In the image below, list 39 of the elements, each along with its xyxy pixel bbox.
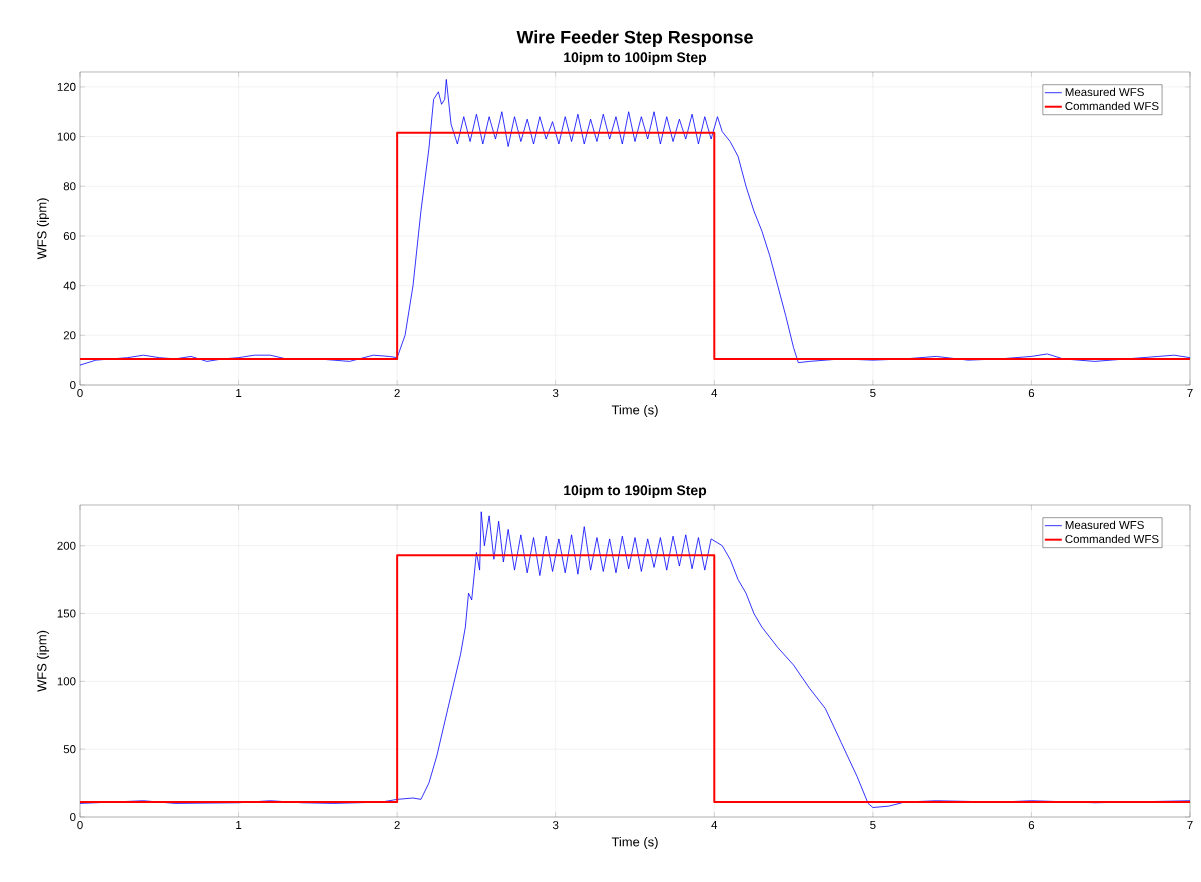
y-tick-label: 0 <box>70 380 76 390</box>
chart-title: Wire Feeder Step Response <box>516 30 753 47</box>
y-tick-label: 0 <box>70 812 76 822</box>
y-tick-label: 100 <box>57 677 76 686</box>
x-tick-label: 5 <box>870 389 876 397</box>
x-tick-label: 6 <box>1028 821 1035 830</box>
x-tick-label: 7 <box>1187 821 1193 829</box>
x-tick-label: 2 <box>394 389 400 398</box>
legend-label: Measured WFS <box>1065 520 1144 530</box>
x-tick-label: 2 <box>394 821 400 830</box>
legend-label: Measured WFS <box>1065 87 1144 97</box>
x-tick-label: 3 <box>552 389 559 398</box>
y-tick-label: 20 <box>63 331 76 340</box>
y-tick-label: 150 <box>57 609 76 618</box>
legend-label: Commanded WFS <box>1065 101 1159 111</box>
chart-title: 10ipm to 190ipm Step <box>564 485 707 498</box>
y-axis-title: WFS (ipm) <box>36 198 50 260</box>
y-tick-label: 60 <box>63 231 76 240</box>
y-axis-title: WFS (ipm) <box>36 630 50 692</box>
x-axis-title: Time (s) <box>611 836 658 850</box>
x-tick-label: 3 <box>552 821 559 830</box>
x-tick-label: 5 <box>870 821 876 830</box>
x-tick-label: 4 <box>711 821 718 829</box>
x-axis-title: Time (s) <box>611 404 658 418</box>
x-tick-label: 1 <box>236 389 242 397</box>
y-tick-label: 50 <box>63 745 76 754</box>
legend-label: Commanded WFS <box>1065 534 1159 544</box>
y-tick-label: 200 <box>57 541 76 550</box>
x-tick-label: 7 <box>1187 389 1193 397</box>
y-tick-label: 100 <box>57 132 76 141</box>
x-tick-label: 1 <box>236 821 242 829</box>
x-tick-label: 0 <box>77 389 83 398</box>
x-tick-label: 4 <box>711 389 718 397</box>
x-tick-label: 0 <box>77 821 83 830</box>
chart-subtitle: 10ipm to 100ipm Step <box>564 51 707 65</box>
y-tick-label: 120 <box>57 82 76 91</box>
x-tick-label: 6 <box>1028 389 1035 398</box>
y-tick-label: 80 <box>63 182 76 191</box>
y-tick-label: 40 <box>63 281 76 290</box>
